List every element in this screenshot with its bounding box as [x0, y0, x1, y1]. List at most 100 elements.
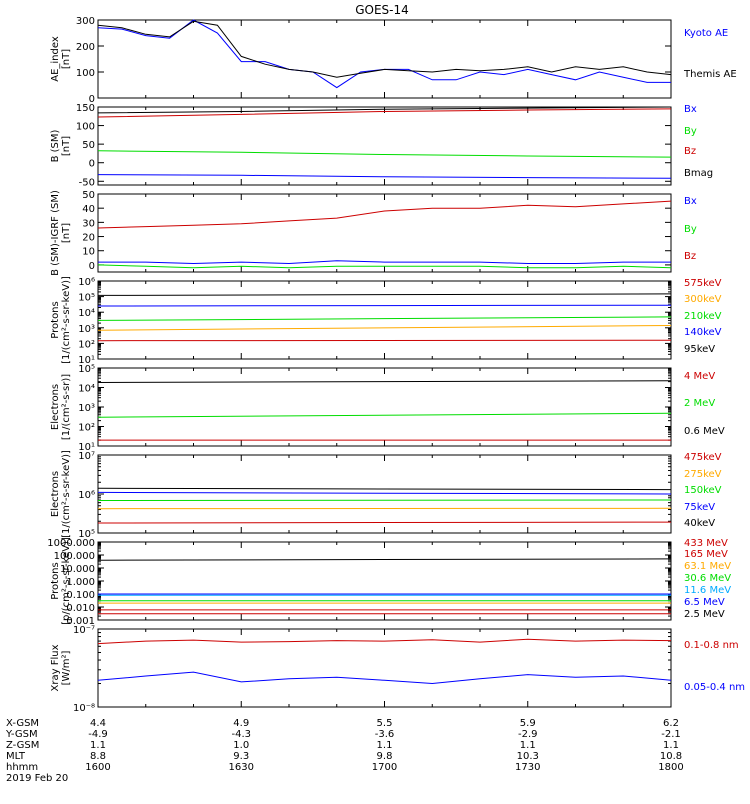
- y-tick-label: 30: [82, 218, 95, 229]
- bottom-row-value: -4.9: [88, 729, 108, 740]
- legend-entry: 275keV: [684, 469, 722, 480]
- panel-8: Xray Flux[W/m²]10⁻⁸10⁻⁷0.1-0.8 nm0.05-0.…: [50, 625, 745, 714]
- series-line-Themis-AE: [98, 21, 671, 77]
- bottom-row-value: 4.9: [233, 718, 249, 729]
- y-axis-label: [nT]: [61, 49, 72, 69]
- y-tick-label: 10⁵: [78, 364, 95, 375]
- bottom-row-value: 10.8: [660, 751, 682, 762]
- y-axis-label: Protons: [50, 301, 61, 338]
- legend-entry: 0.05-0.4 nm: [684, 682, 745, 693]
- bottom-row-value: 1.1: [663, 740, 679, 751]
- panel-7: Protons[p/(cm²-s-sr-keV)]0.0010.0100.100…: [47, 537, 731, 627]
- legend-entry: 575keV: [684, 278, 722, 289]
- y-tick-label: 10³: [78, 403, 95, 414]
- y-tick-label: 0.010: [66, 603, 95, 614]
- y-tick-label: 100: [76, 68, 95, 79]
- y-tick-label: 10.000: [60, 564, 95, 575]
- series-line-Bx: [98, 175, 671, 179]
- y-axis-label: B (SM): [50, 129, 61, 162]
- legend-entry: 75keV: [684, 502, 715, 513]
- bottom-row-value: 5.5: [377, 718, 393, 729]
- y-tick-label: 10⁷: [78, 451, 95, 462]
- bottom-row-value: 1.1: [377, 740, 393, 751]
- y-tick-label: 10: [82, 247, 95, 258]
- series-line-75keV: [98, 492, 671, 494]
- series-line-By: [98, 151, 671, 157]
- legend-entry: 150keV: [684, 485, 722, 496]
- y-axis-label: [W/m²]: [61, 650, 72, 685]
- legend-entry: 11.6 MeV: [684, 585, 731, 596]
- y-tick-label: 50: [82, 140, 95, 151]
- y-axis-label: AE_index: [50, 36, 61, 82]
- legend-entry: 433 MeV: [684, 538, 728, 549]
- panel-frame: [98, 542, 671, 620]
- panel-frame: [98, 194, 671, 272]
- legend-entry: By: [684, 224, 697, 235]
- panel-4: Protons[1/(cm²-s-sr-keV)]10¹10²10³10⁴10⁵…: [50, 276, 722, 366]
- legend-entry: 40keV: [684, 518, 715, 529]
- y-tick-label: 10⁴: [78, 308, 95, 319]
- bottom-row-value: 5.9: [520, 718, 536, 729]
- series-line-0-05-0-4-nm: [98, 672, 671, 683]
- y-axis-label: Electrons: [50, 384, 61, 430]
- y-tick-label: 40: [82, 204, 95, 215]
- chart-title: GOES-14: [355, 3, 409, 17]
- date-label: 2019 Feb 20: [6, 773, 68, 784]
- y-tick-label: 10²: [78, 339, 95, 350]
- legend-entry: Bmag: [684, 168, 713, 179]
- series-line-Bx: [98, 261, 671, 264]
- series-line-0-6-MeV: [98, 381, 671, 383]
- legend-entry: 165 MeV: [684, 549, 728, 560]
- y-axis-label: [1/(cm²-s-sr-keV)]: [61, 276, 72, 364]
- y-tick-label: 1000.000: [47, 538, 95, 549]
- bottom-row-value: 4.4: [90, 718, 106, 729]
- y-axis-label: [nT]: [61, 223, 72, 243]
- bottom-row-value: 1730: [515, 762, 540, 773]
- y-tick-label: 100.000: [54, 551, 95, 562]
- panel-frame: [98, 20, 671, 98]
- y-tick-label: 200: [76, 42, 95, 53]
- bottom-row-value: 1.1: [520, 740, 536, 751]
- legend-entry: By: [684, 126, 697, 137]
- legend-entry: Bx: [684, 196, 697, 207]
- y-tick-label: 0: [89, 261, 95, 272]
- bottom-row-value: 10.3: [517, 751, 539, 762]
- legend-entry: 6.5 MeV: [684, 597, 725, 608]
- bottom-row-value: -2.9: [518, 729, 538, 740]
- bottom-row-value: 1600: [85, 762, 110, 773]
- legend-entry: 2 MeV: [684, 398, 715, 409]
- y-tick-label: 1.000: [66, 577, 95, 588]
- y-tick-label: 10⁴: [78, 384, 95, 395]
- series-line-2-MeV: [98, 413, 671, 417]
- panel-frame: [98, 107, 671, 185]
- legend-entry: Themis AE: [683, 69, 737, 80]
- bottom-row-value: 1.1: [90, 740, 106, 751]
- y-tick-label: 300: [76, 16, 95, 27]
- bottom-row-value: 6.2: [663, 718, 679, 729]
- y-axis-label: [1/(cm²-s-sr-keV)]: [61, 450, 72, 538]
- bottom-row-value: 1700: [372, 762, 397, 773]
- legend-entry: 2.5 MeV: [684, 609, 725, 620]
- series-line-300keV: [98, 326, 671, 331]
- y-tick-label: -50: [79, 177, 95, 188]
- series-line-575keV: [98, 340, 671, 341]
- bottom-row-value: 9.3: [233, 751, 249, 762]
- bottom-row-value: -3.6: [375, 729, 395, 740]
- y-tick-label: 100: [76, 122, 95, 133]
- legend-entry: Bx: [684, 104, 697, 115]
- series-line-Bz: [98, 201, 671, 228]
- series-line-210keV: [98, 317, 671, 321]
- legend-entry: 210keV: [684, 311, 722, 322]
- bottom-row-label: X-GSM: [6, 718, 39, 729]
- bottom-row-value: 1.0: [233, 740, 249, 751]
- y-tick-label: 0: [89, 159, 95, 170]
- series-line-2-5-MeV: [98, 559, 671, 560]
- bottom-row-label: Z-GSM: [6, 740, 39, 751]
- legend-entry: Bz: [684, 251, 696, 262]
- legend-entry: 63.1 MeV: [684, 561, 731, 572]
- y-tick-label: 10²: [78, 423, 95, 434]
- series-line-95keV: [98, 294, 671, 296]
